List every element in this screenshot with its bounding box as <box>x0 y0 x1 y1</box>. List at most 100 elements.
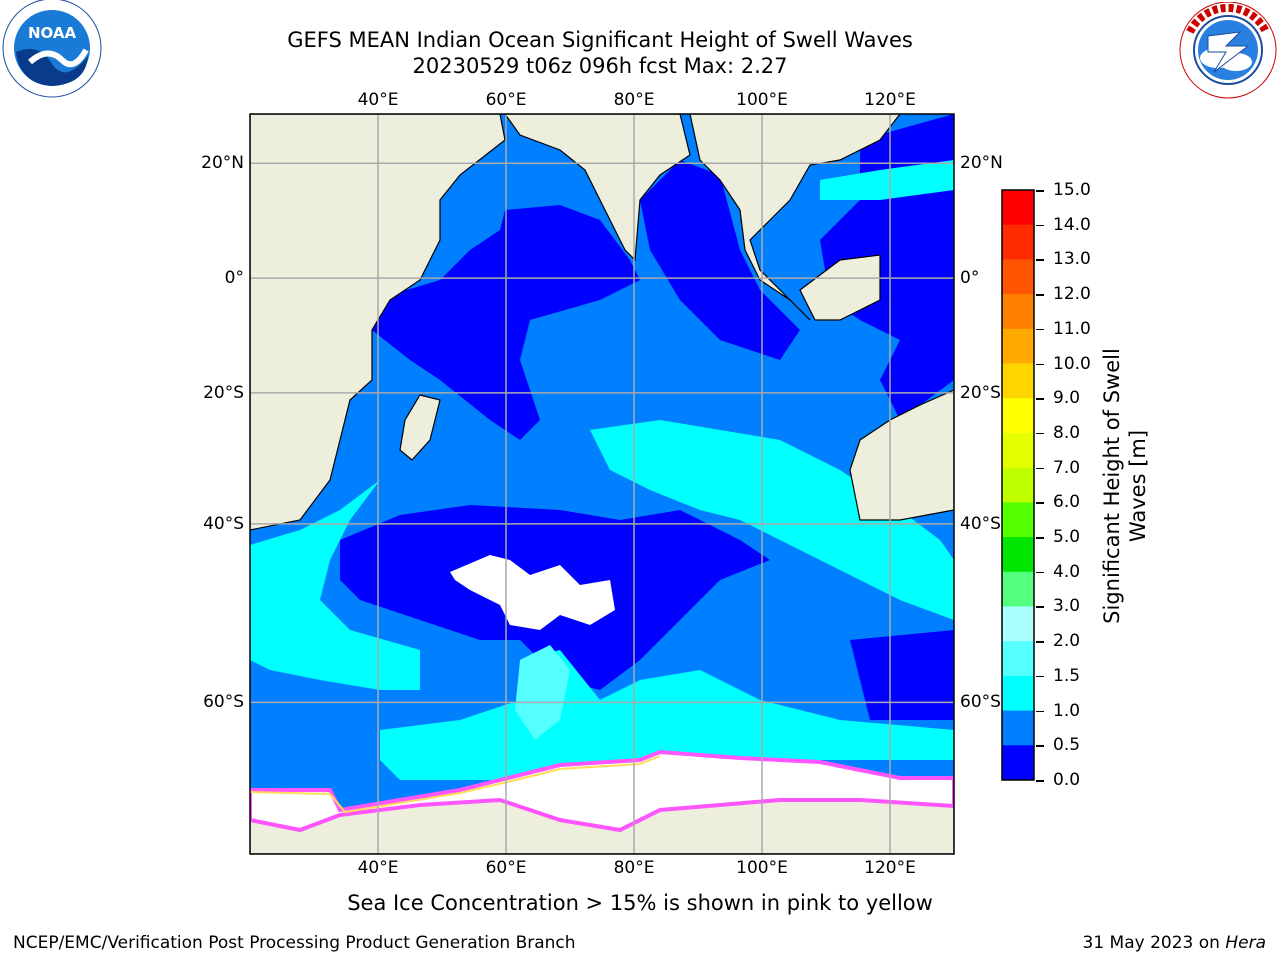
colorbar-tick <box>1036 537 1044 539</box>
colorbar-title: Significant Height of Swell Waves [m] <box>1099 336 1151 636</box>
colorbar-tick <box>1036 571 1044 574</box>
colorbar-bin-9-10 <box>1002 363 1034 399</box>
colorbar-bin-4-5 <box>1002 537 1034 573</box>
colorbar-label-1.0: 1.0 <box>1053 700 1081 721</box>
sea-ice-edge <box>250 749 954 833</box>
lon-tick-top-80: 80°E <box>613 90 655 110</box>
colorbar-label-6.0: 6.0 <box>1053 492 1081 513</box>
lat-tick-left--60: 60°S <box>203 692 244 713</box>
footer-right: 31 May 2023 on Hera <box>1083 933 1267 953</box>
lon-tick-top-60: 60°E <box>485 90 527 110</box>
colorbar-label-11.0: 11.0 <box>1053 318 1091 339</box>
lat-tick-right--20: 20°S <box>960 382 1001 403</box>
colorbar-label-9.0: 9.0 <box>1053 388 1081 409</box>
colorbar-label-12.0: 12.0 <box>1053 284 1091 305</box>
no-data-patch-kerguelen <box>450 555 615 630</box>
nws-logo <box>1179 2 1277 99</box>
colorbar-label-8.0: 8.0 <box>1053 422 1081 443</box>
colorbar-label-0.5: 0.5 <box>1053 735 1081 756</box>
colorbar-label-14.0: 14.0 <box>1053 214 1091 235</box>
lat-tick-left-20: 20°N <box>201 153 244 174</box>
colorbar-tick <box>1036 328 1044 331</box>
sea-ice-caption: Sea Ice Concentration > 15% is shown in … <box>347 891 933 915</box>
colorbar-bin-10-11 <box>1002 328 1034 365</box>
colorbar-tick <box>1036 259 1044 261</box>
colorbar-tick <box>1036 606 1044 608</box>
title-line-2: 20230529 t06z 096h fcst Max: 2.27 <box>412 54 788 78</box>
colorbar-tick <box>1036 710 1044 713</box>
colorbar-bin-3-4 <box>1002 571 1034 607</box>
high-swell-band-central <box>590 420 954 620</box>
colorbar-title-line-1: Significant Height of Swell <box>1100 348 1124 624</box>
colorbar-bin-12-13 <box>1002 259 1034 295</box>
colorbar-tick <box>1036 294 1044 296</box>
colorbar-label-4.0: 4.0 <box>1053 561 1081 582</box>
title-line-1: GEFS MEAN Indian Ocean Significant Heigh… <box>287 28 913 52</box>
colorbar-tick <box>1036 780 1044 782</box>
colorbar-label-0.0: 0.0 <box>1053 770 1081 790</box>
footer-left: NCEP/EMC/Verification Post Processing Pr… <box>13 933 576 953</box>
colorbar-bin-5-6 <box>1002 502 1034 538</box>
colorbar-tick <box>1036 745 1044 747</box>
colorbar-tick <box>1036 190 1044 192</box>
noaa-logo-text: NOAA <box>28 24 77 42</box>
lat-tick-left--40: 40°S <box>203 513 244 534</box>
lat-tick-right-20: 20°N <box>960 153 1003 174</box>
colorbar-label-13.0: 13.0 <box>1053 249 1091 270</box>
low-swell-region-southeast <box>850 630 954 720</box>
lon-tick-bottom-60: 60°E <box>485 858 527 878</box>
colorbar-bin-6-7 <box>1002 467 1034 503</box>
colorbar-bin-11-12 <box>1002 294 1034 330</box>
map-gridlines <box>250 114 954 854</box>
high-swell-band-north <box>820 160 954 200</box>
land-arabia-africa <box>250 114 506 531</box>
colorbar-tick <box>1036 641 1044 643</box>
colorbar-bin-13-14 <box>1002 224 1034 260</box>
lat-tick-right--60: 60°S <box>960 692 1001 713</box>
map-frame <box>249 113 955 855</box>
land-madagascar <box>399 394 441 461</box>
colorbar-label-3.0: 3.0 <box>1053 596 1081 617</box>
colorbar-tick <box>1036 502 1044 504</box>
colorbar-tick <box>1036 224 1044 227</box>
colorbar-bin-2-3 <box>1002 606 1034 642</box>
colorbar-bin-1-1.5 <box>1002 675 1034 712</box>
colorbar-bin-1.5-2 <box>1002 641 1034 677</box>
colorbar-bin-8-9 <box>1002 398 1034 434</box>
map-title: GEFS MEAN Indian Ocean Significant Heigh… <box>0 27 1200 79</box>
low-swell-region-bay <box>640 160 800 360</box>
colorbar-bin-0.5-1 <box>1002 710 1034 746</box>
land-borneo <box>799 254 881 321</box>
colorbar-tick <box>1036 675 1044 678</box>
lon-tick-top-40: 40°E <box>357 90 399 110</box>
colorbar-frame <box>1001 189 1035 781</box>
colorbar-tick <box>1036 363 1044 366</box>
colorbar-bin-7-8 <box>1002 432 1034 469</box>
lon-tick-top-120: 120°E <box>864 90 916 110</box>
land-australia <box>849 389 954 521</box>
lon-tick-top-100: 100°E <box>736 90 788 110</box>
colorbar <box>1001 189 1035 781</box>
colorbar-tick <box>1036 398 1044 400</box>
colorbar-label-15.0: 15.0 <box>1053 180 1091 200</box>
colorbar-label-1.5: 1.5 <box>1053 665 1081 686</box>
sea-ice-yellow-fringe <box>250 755 661 814</box>
colorbar-tick <box>1036 467 1044 470</box>
colorbar-tick <box>1036 432 1044 435</box>
colorbar-label-7.0: 7.0 <box>1053 457 1081 478</box>
high-swell-band-southwest <box>250 480 420 690</box>
land-southeast-asia <box>689 114 901 321</box>
footer-machine: Hera <box>1225 933 1266 953</box>
lat-tick-left--20: 20°S <box>203 382 244 403</box>
land-india <box>504 114 691 262</box>
footer-date: 31 May 2023 on <box>1082 933 1226 953</box>
lon-tick-bottom-80: 80°E <box>613 858 655 878</box>
colorbar-title-line-2: Waves [m] <box>1126 429 1150 543</box>
lon-tick-bottom-40: 40°E <box>357 858 399 878</box>
colorbar-label-10.0: 10.0 <box>1053 353 1091 374</box>
colorbar-bin-14-15 <box>1002 190 1034 226</box>
colorbar-bin-0-0.5 <box>1002 745 1034 781</box>
lat-tick-right-0: 0° <box>960 268 980 289</box>
noaa-logo: NOAA <box>2 0 102 98</box>
